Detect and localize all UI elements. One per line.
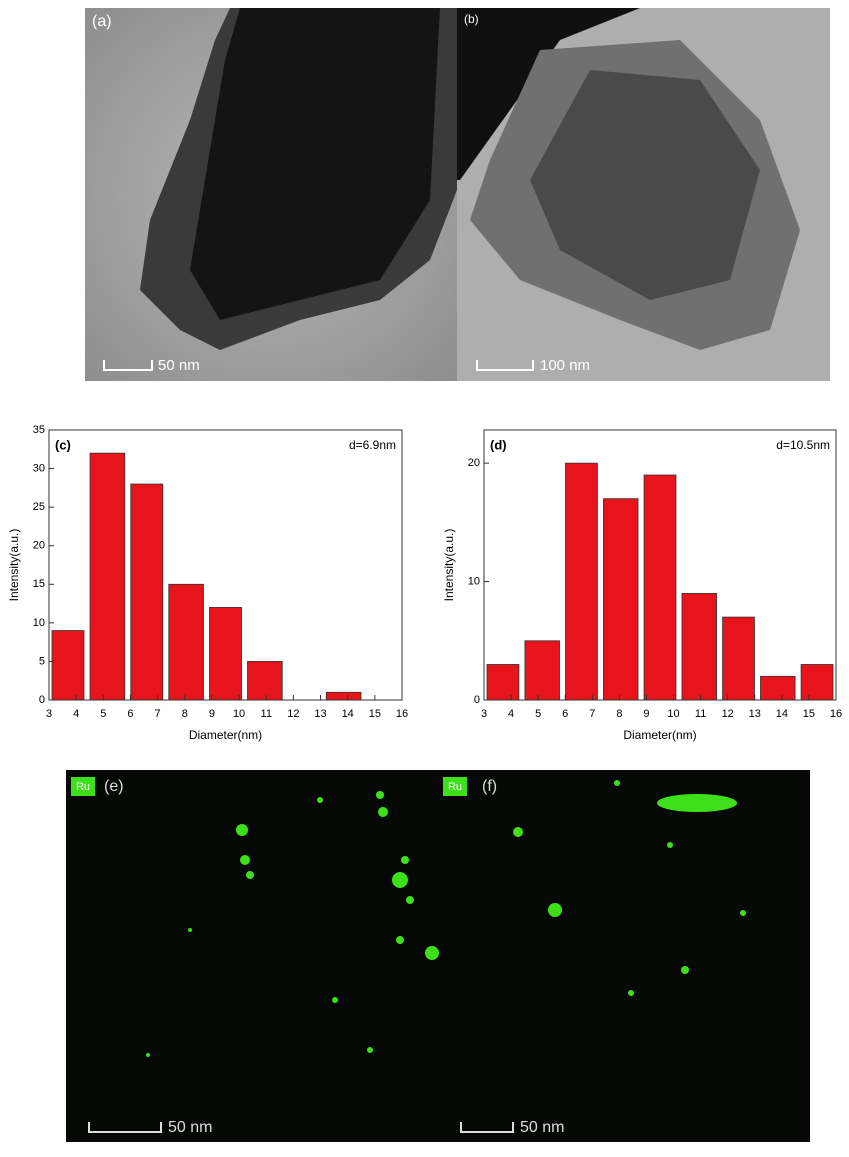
bar bbox=[51, 630, 85, 701]
x-tick-label: 9 bbox=[643, 708, 649, 720]
panel-label: (b) bbox=[464, 12, 479, 26]
bar bbox=[247, 661, 283, 701]
x-tick-label: 5 bbox=[535, 708, 541, 720]
x-tick-label: 13 bbox=[314, 708, 326, 720]
y-tick-label: 20 bbox=[468, 457, 480, 469]
particle-core bbox=[190, 8, 440, 320]
x-tick-label: 14 bbox=[776, 708, 788, 720]
x-axis-label: Diameter(nm) bbox=[189, 728, 262, 742]
ru-signal bbox=[146, 780, 746, 1057]
y-tick-label: 20 bbox=[33, 540, 45, 552]
x-tick-label: 4 bbox=[73, 708, 79, 720]
bar bbox=[209, 607, 242, 701]
scale-bar bbox=[103, 360, 153, 371]
panel-label: (f) bbox=[482, 778, 497, 795]
bar bbox=[603, 498, 639, 701]
scale-text: 50 nm bbox=[168, 1119, 212, 1136]
x-tick-label: 13 bbox=[749, 708, 761, 720]
bar bbox=[760, 675, 796, 701]
x-tick-label: 11 bbox=[695, 708, 706, 720]
x-tick-label: 11 bbox=[261, 708, 272, 720]
bar bbox=[486, 664, 520, 701]
bar bbox=[168, 583, 204, 701]
y-tick-label: 30 bbox=[33, 462, 45, 474]
x-tick-label: 10 bbox=[233, 708, 245, 720]
y-tick-label: 35 bbox=[33, 424, 45, 436]
plot-frame bbox=[483, 429, 837, 701]
element-tag-text: Ru bbox=[76, 781, 90, 793]
bar bbox=[800, 664, 834, 701]
scale-bar bbox=[88, 1122, 162, 1133]
bar bbox=[722, 616, 755, 701]
x-tick-label: 15 bbox=[803, 708, 815, 720]
y-tick-label: 25 bbox=[33, 501, 45, 513]
y-tick-label: 10 bbox=[33, 617, 45, 629]
x-tick-label: 6 bbox=[127, 708, 133, 720]
y-tick-label: 0 bbox=[39, 694, 45, 706]
x-tick-label: 8 bbox=[182, 708, 188, 720]
x-tick-label: 4 bbox=[508, 708, 514, 720]
scale-text: 100 nm bbox=[540, 357, 590, 374]
y-axis-label: Intensity(a.u.) bbox=[442, 529, 456, 602]
bar bbox=[565, 462, 598, 701]
plot-frame bbox=[48, 429, 403, 701]
bar bbox=[681, 593, 717, 701]
bar bbox=[643, 474, 677, 701]
x-tick-label: 5 bbox=[100, 708, 106, 720]
annotation: d=10.5nm bbox=[776, 438, 830, 452]
x-tick-label: 10 bbox=[667, 708, 679, 720]
x-tick-label: 12 bbox=[722, 708, 734, 720]
y-tick-label: 0 bbox=[474, 694, 480, 706]
x-tick-label: 16 bbox=[396, 708, 408, 720]
element-tag bbox=[443, 777, 467, 796]
x-tick-label: 12 bbox=[287, 708, 299, 720]
x-tick-label: 6 bbox=[562, 708, 568, 720]
y-tick-label: 5 bbox=[39, 655, 45, 667]
bar bbox=[130, 483, 164, 701]
y-axis-label: Intensity(a.u.) bbox=[7, 529, 21, 602]
element-tag bbox=[71, 777, 95, 796]
bar bbox=[325, 691, 362, 701]
particle-core bbox=[530, 70, 760, 300]
panel-label: (e) bbox=[104, 778, 124, 795]
x-tick-label: 7 bbox=[589, 708, 595, 720]
x-tick-label: 15 bbox=[369, 708, 381, 720]
panel-label: (a) bbox=[92, 13, 112, 30]
annotation: d=6.9nm bbox=[349, 438, 396, 452]
element-tag-text: Ru bbox=[448, 781, 462, 793]
scale-text: 50 nm bbox=[158, 357, 200, 374]
particle-core bbox=[457, 8, 640, 180]
y-tick-label: 15 bbox=[33, 578, 45, 590]
scale-bar bbox=[476, 360, 534, 371]
scale-text: 50 nm bbox=[520, 1119, 564, 1136]
panel-label: (c) bbox=[55, 437, 71, 452]
x-axis-label: Diameter(nm) bbox=[623, 728, 696, 742]
bar bbox=[89, 452, 126, 701]
x-tick-label: 7 bbox=[155, 708, 161, 720]
x-tick-label: 14 bbox=[342, 708, 354, 720]
y-tick-label: 10 bbox=[468, 575, 480, 587]
x-tick-label: 8 bbox=[616, 708, 622, 720]
x-tick-label: 3 bbox=[46, 708, 52, 720]
x-tick-label: 9 bbox=[209, 708, 215, 720]
x-tick-label: 3 bbox=[481, 708, 487, 720]
panel-label: (d) bbox=[490, 437, 507, 452]
bar bbox=[524, 640, 560, 701]
scale-bar bbox=[460, 1122, 514, 1133]
x-tick-label: 16 bbox=[830, 708, 842, 720]
